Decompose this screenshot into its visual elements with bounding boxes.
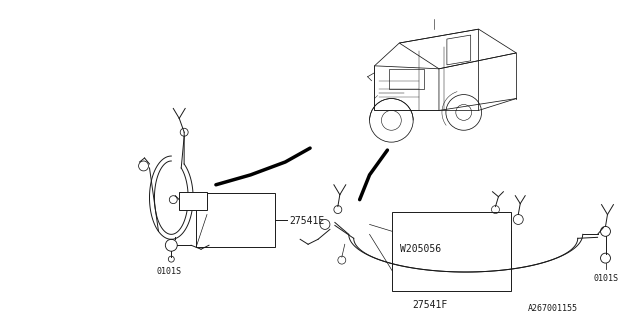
Bar (392, 212, 511, 291)
Text: 27541F: 27541F (412, 300, 447, 310)
Text: 27541E: 27541E (289, 216, 324, 226)
Bar (196, 193, 275, 247)
Text: A267001155: A267001155 (528, 304, 578, 313)
Text: 0101S: 0101S (157, 267, 182, 276)
Bar (179, 192, 207, 210)
Text: 0101S: 0101S (593, 274, 618, 283)
Text: W205056: W205056 (400, 244, 442, 254)
